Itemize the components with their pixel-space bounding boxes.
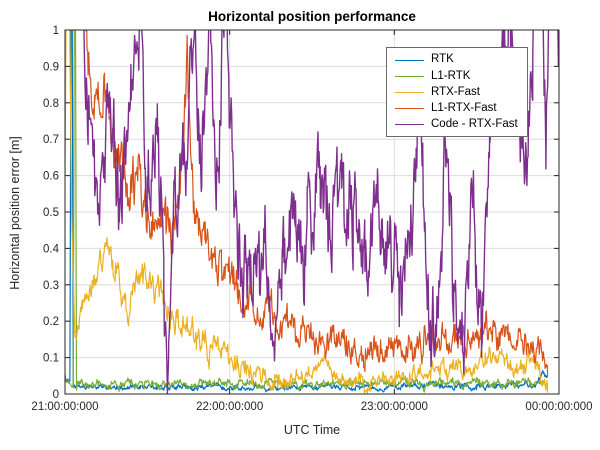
y-tick-label: 0.8 [43, 98, 59, 110]
series-line-code-rtx-fast [83, 30, 559, 394]
y-tick-label: 0.6 [43, 171, 59, 183]
y-tick-label: 1 [53, 25, 59, 37]
legend-line-swatch [395, 108, 424, 110]
y-tick-label: 0.4 [43, 243, 60, 255]
legend-label: RTK [431, 53, 454, 66]
y-tick-label: 0.1 [43, 353, 59, 365]
x-tick-label: 00:00:00:000 [525, 401, 592, 413]
y-tick-label: 0.2 [43, 316, 59, 328]
series-line-rtx-fast [65, 30, 549, 394]
x-tick-label: 22:00:00:000 [196, 401, 263, 413]
legend-item-code-rtx-fast: Code - RTX-Fast [387, 117, 527, 133]
legend-line-swatch [395, 75, 424, 77]
series-line-l1-rtk [65, 30, 549, 393]
series-line-l1-rtx-fast [85, 30, 549, 378]
y-tick-label: 0.5 [43, 207, 59, 219]
legend-item-l1-rtk: L1-RTK [387, 68, 527, 84]
legend-label: Code - RTX-Fast [431, 118, 518, 131]
legend: RTK L1-RTK RTX-Fast L1-RTX-Fast Code - RTX-F… [386, 47, 528, 137]
legend-label: L1-RTK [431, 69, 471, 82]
y-tick-label: 0.9 [43, 61, 59, 73]
legend-item-rtx-fast: RTX-Fast [387, 84, 527, 100]
legend-item-rtk: RTK [387, 52, 527, 68]
chart-title: Horizontal position performance [208, 9, 416, 24]
legend-label: RTX-Fast [431, 85, 480, 98]
legend-line-swatch [395, 124, 424, 126]
legend-item-l1-rtx-fast: L1-RTX-Fast [387, 101, 527, 117]
x-tick-label: 23:00:00:000 [361, 401, 428, 413]
y-tick-label: 0 [53, 389, 59, 401]
legend-line-swatch [395, 59, 424, 61]
y-tick-label: 0.3 [43, 280, 59, 292]
x-axis-label: UTC Time [283, 423, 341, 437]
y-axis-label: Horizontal position error [m] [8, 136, 22, 290]
legend-label: L1-RTX-Fast [431, 101, 497, 114]
y-tick-label: 0.7 [43, 134, 59, 146]
legend-line-swatch [395, 91, 424, 93]
x-tick-label: 21:00:00:000 [31, 401, 98, 413]
